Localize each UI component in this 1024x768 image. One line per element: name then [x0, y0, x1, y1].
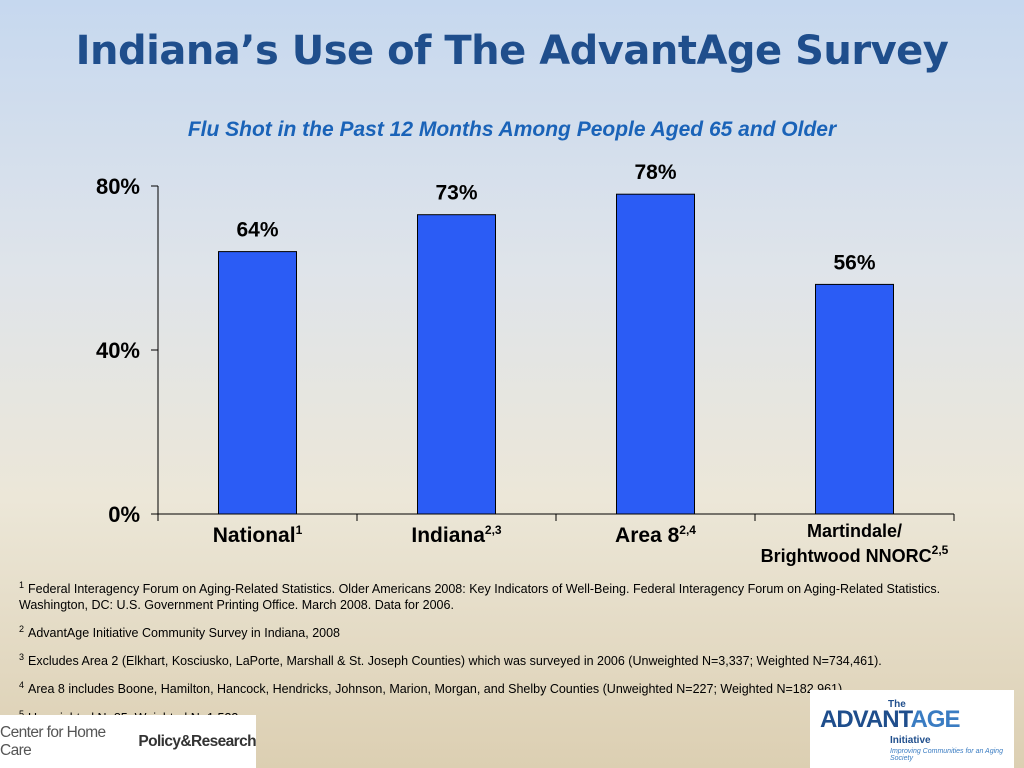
footnote-2: 2 AdvantAge Initiative Community Survey i… [19, 624, 340, 641]
y-tick-label-2: 80% [96, 174, 140, 199]
y-tick-label-1: 40% [96, 338, 140, 363]
bar-chart: 0% 40% 80% 64% National1 73% Indiana2,3 78% Area… [96, 161, 955, 566]
chart-title: Flu Shot in the Past 12 Months Among Peo… [187, 118, 837, 141]
category-label-3: Martindale/Brightwood NNORC2,5 [761, 521, 949, 566]
advantage-initiative-logo: The ADVANTAGE Initiative Improving Commu… [810, 690, 1014, 768]
footnote-4: 4 Area 8 includes Boone, Hamilton, Hancoc… [19, 680, 846, 697]
data-label-0: 64% [236, 219, 278, 242]
bar-1 [417, 214, 496, 515]
y-tick-label-0: 0% [108, 502, 140, 527]
category-label-2: Area 82,4 [615, 523, 696, 547]
data-label-1: 73% [435, 182, 477, 205]
bar-3 [815, 283, 894, 515]
bar-2 [616, 193, 695, 515]
data-label-3: 56% [833, 251, 875, 274]
footnote-3: 3 Excludes Area 2 (Elkhart, Kosciusko, La… [19, 652, 882, 669]
bar-0 [218, 251, 297, 515]
category-label-1: Indiana2,3 [411, 523, 502, 547]
slide-title: Indiana’s Use of The AdvantAge Survey [75, 28, 949, 74]
footnote-1: 1 Federal Interagency Forum on Aging-Rela… [19, 580, 941, 613]
center-for-home-care-logo: Center for Home Care Policy&Research [0, 715, 257, 768]
category-label-0: National1 [213, 523, 303, 547]
data-label-2: 78% [634, 161, 676, 184]
